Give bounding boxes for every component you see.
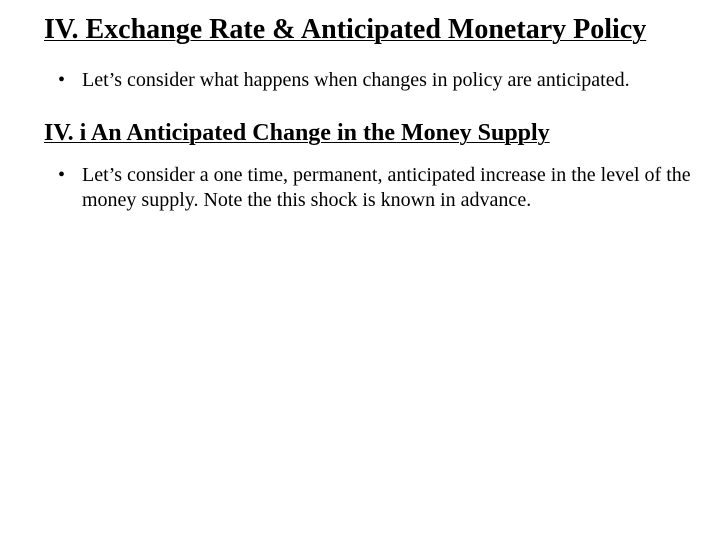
top-bullet-block: Let’s consider what happens when changes… (26, 68, 694, 94)
bottom-bullet-block: Let’s consider a one time, permanent, an… (26, 163, 694, 214)
slide-title: IV. Exchange Rate & Anticipated Monetary… (26, 14, 694, 46)
top-bullet-list: Let’s consider what happens when changes… (56, 68, 694, 94)
slide-subtitle: IV. i An Anticipated Change in the Money… (26, 120, 694, 147)
list-item: Let’s consider a one time, permanent, an… (56, 163, 694, 214)
bottom-bullet-list: Let’s consider a one time, permanent, an… (56, 163, 694, 214)
slide: IV. Exchange Rate & Anticipated Monetary… (0, 0, 720, 540)
list-item: Let’s consider what happens when changes… (56, 68, 694, 94)
